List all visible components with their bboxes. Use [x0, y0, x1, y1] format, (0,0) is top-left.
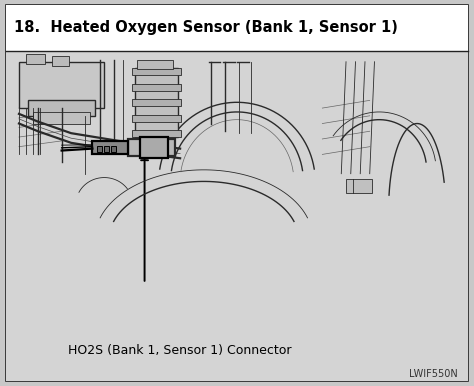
- Text: HO2S (Bank 1, Sensor 1) Connector: HO2S (Bank 1, Sensor 1) Connector: [68, 344, 292, 357]
- Bar: [135, 68, 178, 137]
- Bar: [132, 130, 181, 137]
- Bar: [132, 115, 181, 122]
- Bar: [28, 100, 95, 116]
- Bar: [6, 51, 468, 381]
- Bar: [92, 141, 128, 154]
- Bar: [132, 99, 181, 106]
- Bar: [128, 139, 175, 156]
- Bar: [132, 84, 181, 91]
- Text: 18.  Heated Oxygen Sensor (Bank 1, Sensor 1): 18. Heated Oxygen Sensor (Bank 1, Sensor…: [14, 20, 398, 35]
- Bar: [26, 54, 45, 64]
- Bar: [52, 56, 69, 66]
- Bar: [137, 60, 173, 69]
- Bar: [33, 112, 90, 124]
- Bar: [140, 137, 168, 158]
- Bar: [346, 179, 372, 193]
- Bar: [104, 146, 109, 152]
- Bar: [97, 146, 102, 152]
- Bar: [19, 62, 104, 108]
- Text: LWIF550N: LWIF550N: [409, 369, 457, 379]
- Bar: [111, 146, 116, 152]
- Bar: [132, 68, 181, 75]
- Bar: [6, 5, 468, 51]
